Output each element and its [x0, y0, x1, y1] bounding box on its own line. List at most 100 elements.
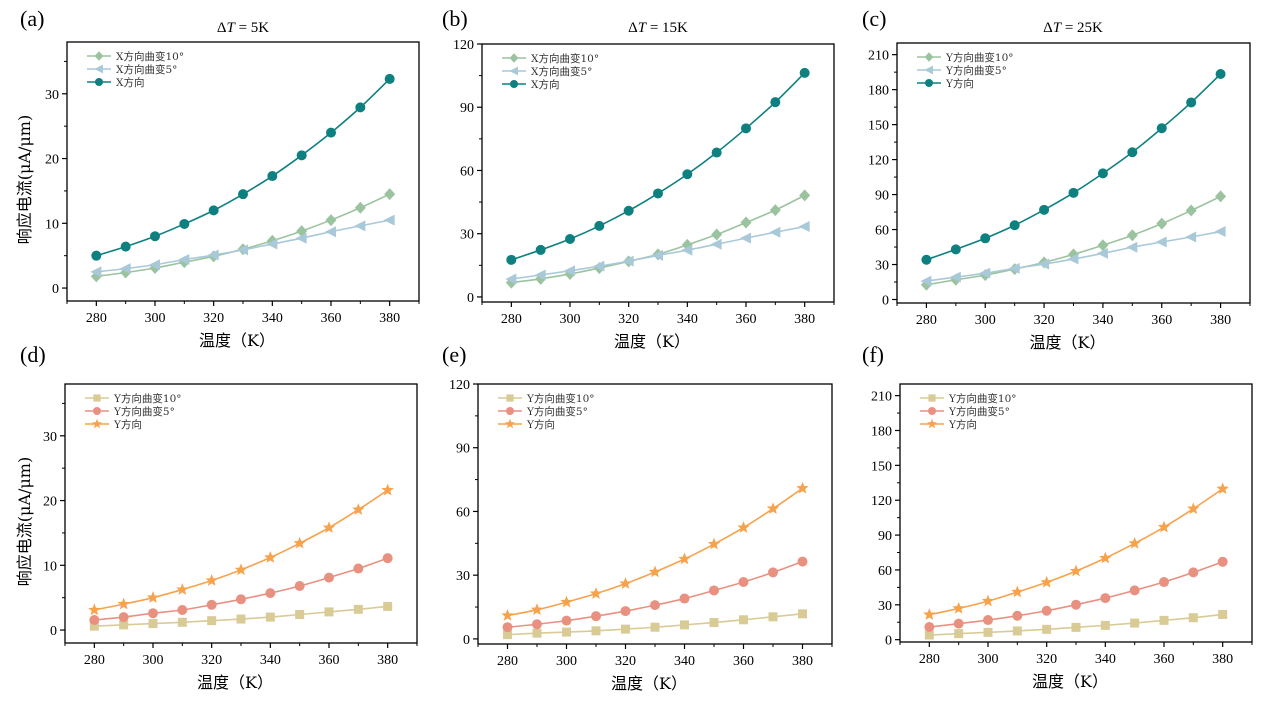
data-point: [293, 536, 306, 549]
data-point: [622, 255, 634, 267]
x-tick-label: 340: [677, 312, 698, 327]
legend-entry: Y方向: [948, 418, 977, 431]
data-point: [681, 244, 693, 256]
series-line: [926, 195, 1221, 286]
data-point: [799, 189, 811, 202]
data-point: [768, 612, 778, 622]
y-tick-label: 0: [885, 634, 892, 649]
data-point: [1126, 241, 1138, 253]
y-tick-label: 210: [871, 390, 892, 405]
legend-entry: X方向曲变10°: [531, 52, 599, 65]
legend-marker: [93, 394, 101, 402]
legend-entry: Y方向曲变10°: [948, 392, 1017, 405]
x-tick-label: 360: [1151, 313, 1172, 328]
data-point: [352, 503, 365, 515]
panel-b: (b) ΔT = 15K 280 300 320 340 360 380 0 30 60 90 120 温…: [442, 6, 835, 351]
data-point: [506, 254, 517, 265]
x-tick-label: 380: [792, 654, 813, 669]
data-point: [1188, 613, 1198, 623]
y-tick-label: 30: [45, 88, 59, 103]
data-point: [501, 609, 514, 621]
y-tick-label: 150: [868, 119, 889, 134]
data-point: [117, 597, 130, 610]
x-tick-label: 300: [145, 311, 166, 326]
legend-entry: X方向: [116, 76, 144, 89]
data-point: [920, 275, 932, 287]
data-point: [799, 67, 810, 78]
data-point: [267, 171, 278, 182]
data-point: [354, 220, 366, 232]
legend-entry: Y方向曲变5°: [948, 405, 1010, 418]
data-point: [532, 628, 542, 638]
data-point: [949, 271, 961, 283]
data-point: [798, 609, 807, 619]
data-point: [924, 630, 934, 640]
legend-entry: Y方向: [945, 77, 974, 90]
legend-marker: [94, 64, 103, 74]
data-point: [1068, 187, 1079, 198]
series-line: [507, 487, 803, 617]
legend-entry: Y方向: [113, 418, 142, 431]
y-tick-label: 20: [45, 153, 59, 168]
data-point: [322, 521, 336, 533]
panel-label: (a): [20, 6, 44, 31]
data-point: [1041, 605, 1052, 616]
data-point: [738, 576, 749, 587]
y-tick-label: 90: [456, 442, 470, 457]
data-point: [88, 603, 101, 616]
data-point: [1186, 97, 1197, 108]
legend-entry: Y方向曲变5°: [526, 405, 588, 418]
y-tick-label: 60: [878, 564, 892, 579]
data-point: [1128, 536, 1141, 549]
legend-entry: X方向: [531, 78, 559, 91]
y-tick-label: 180: [868, 84, 889, 99]
data-point: [739, 615, 748, 625]
x-tick-label: 340: [1092, 313, 1113, 328]
data-point: [355, 102, 366, 113]
data-point: [234, 563, 248, 576]
x-axis-label: 温度（K）: [1032, 672, 1108, 691]
y-tick-label: 0: [463, 633, 470, 648]
data-point: [648, 565, 662, 578]
data-point: [650, 622, 660, 632]
data-point: [384, 73, 395, 84]
data-point: [1155, 236, 1167, 248]
y-tick-label: 20: [43, 495, 57, 510]
x-tick-label: 280: [916, 313, 937, 328]
data-point: [1038, 258, 1050, 270]
legend: X方向曲变10°X方向曲变5°X方向: [87, 50, 184, 89]
data-point: [1215, 190, 1227, 203]
y-tick-label: 120: [868, 154, 889, 169]
data-point: [534, 269, 546, 281]
x-tick-label: 300: [978, 652, 999, 667]
data-point: [505, 273, 517, 285]
data-point: [562, 627, 571, 637]
y-tick-label: 0: [467, 291, 474, 306]
data-point: [1130, 618, 1140, 628]
data-point: [176, 583, 189, 595]
panel-label: (c): [862, 6, 886, 31]
data-point: [382, 553, 393, 564]
data-point: [177, 604, 188, 615]
x-tick-label: 380: [377, 653, 398, 668]
data-point: [119, 263, 131, 275]
x-tick-label: 340: [1095, 652, 1116, 667]
data-point: [741, 123, 751, 134]
panel-label: (b): [442, 6, 468, 31]
x-tick-label: 280: [84, 653, 105, 668]
y-tick-label: 60: [456, 505, 470, 520]
x-tick-label: 380: [1210, 313, 1231, 328]
legend-marker: [925, 79, 933, 87]
panel-c: (c) ΔT = 25K 280 300 320 340 360 380 0 30 60 90 120 1…: [862, 6, 1251, 352]
x-tick-label: 280: [919, 652, 940, 667]
data-point: [620, 606, 631, 617]
data-point: [682, 169, 693, 180]
data-point: [983, 627, 993, 637]
x-tick-label: 360: [321, 311, 342, 326]
legend-marker: [506, 394, 514, 402]
series-2: [506, 67, 810, 265]
data-point: [711, 228, 723, 241]
data-point: [770, 97, 781, 108]
legend-marker: [928, 407, 936, 415]
